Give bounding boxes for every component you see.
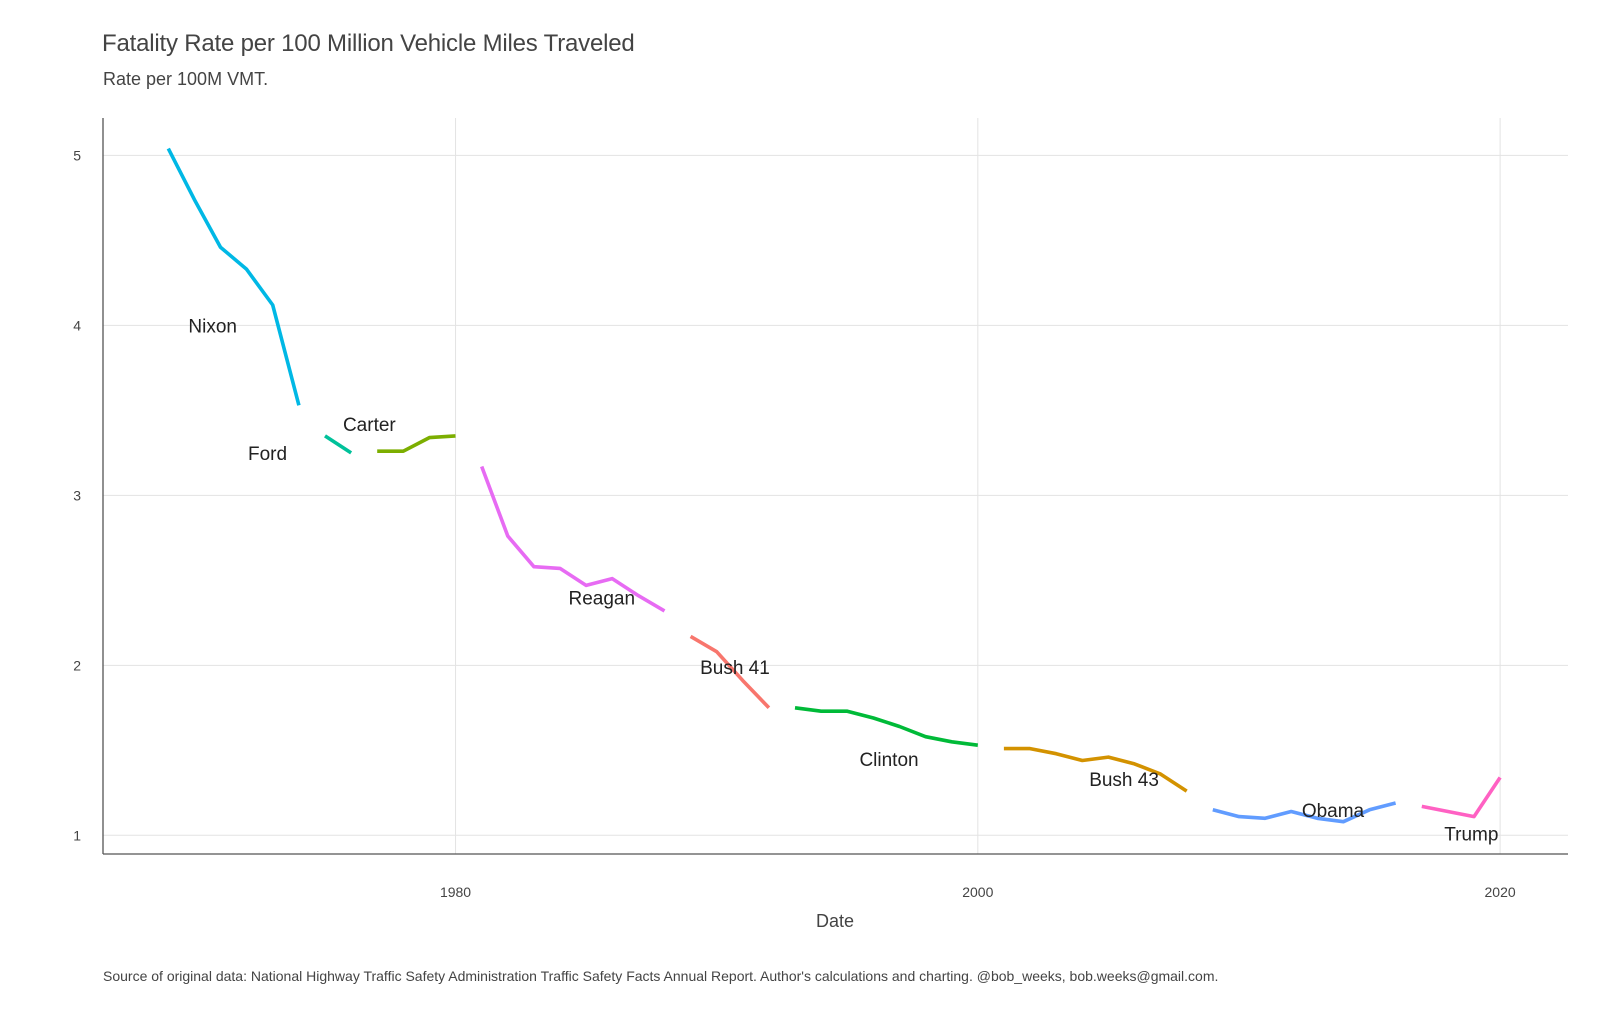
series-label-ford: Ford (248, 444, 287, 465)
data-series (166, 147, 1502, 824)
y-tick-label: 5 (73, 147, 81, 163)
x-tick-label: 1980 (440, 884, 471, 900)
series-label-clinton: Clinton (859, 750, 918, 771)
chart-subtitle: Rate per 100M VMT. (103, 69, 269, 89)
series-line-trump (1421, 776, 1502, 819)
series-line-clinton (794, 706, 979, 747)
series-labels: Nixon Ford Carter Reagan Bush 41 Clinton Bush … (188, 316, 1498, 845)
axes (102, 118, 1568, 855)
series-label-obama: Obama (1302, 801, 1365, 822)
series-line-bush-43 (1003, 746, 1188, 793)
series-line-ford (324, 434, 353, 455)
y-tick-label: 3 (73, 487, 81, 503)
series-label-carter: Carter (343, 415, 396, 436)
chart-caption: Source of original data: National Highwa… (103, 968, 1219, 984)
series-line-obama (1212, 801, 1397, 824)
grid-lines (103, 118, 1568, 854)
x-tick-label: 2020 (1485, 884, 1516, 900)
y-tick-label: 4 (73, 317, 81, 333)
chart-title: Fatality Rate per 100 Million Vehicle Mi… (102, 30, 635, 57)
series-line-bush-41 (689, 634, 771, 710)
tick-labels: 1 2 3 4 5 1980 2000 2020 (73, 147, 1516, 900)
y-tick-label: 2 (73, 657, 81, 673)
series-label-bush-43: Bush 43 (1089, 770, 1159, 791)
series-label-bush-41: Bush 41 (700, 658, 770, 679)
series-line-nixon (166, 147, 301, 406)
y-tick-label: 1 (73, 827, 81, 843)
series-line-carter (377, 434, 456, 454)
series-label-trump: Trump (1444, 825, 1498, 846)
series-label-reagan: Reagan (568, 588, 635, 609)
series-label-nixon: Nixon (188, 316, 237, 337)
x-axis-title: Date (816, 911, 854, 931)
x-tick-label: 2000 (962, 884, 993, 900)
series-line-reagan (480, 465, 666, 613)
